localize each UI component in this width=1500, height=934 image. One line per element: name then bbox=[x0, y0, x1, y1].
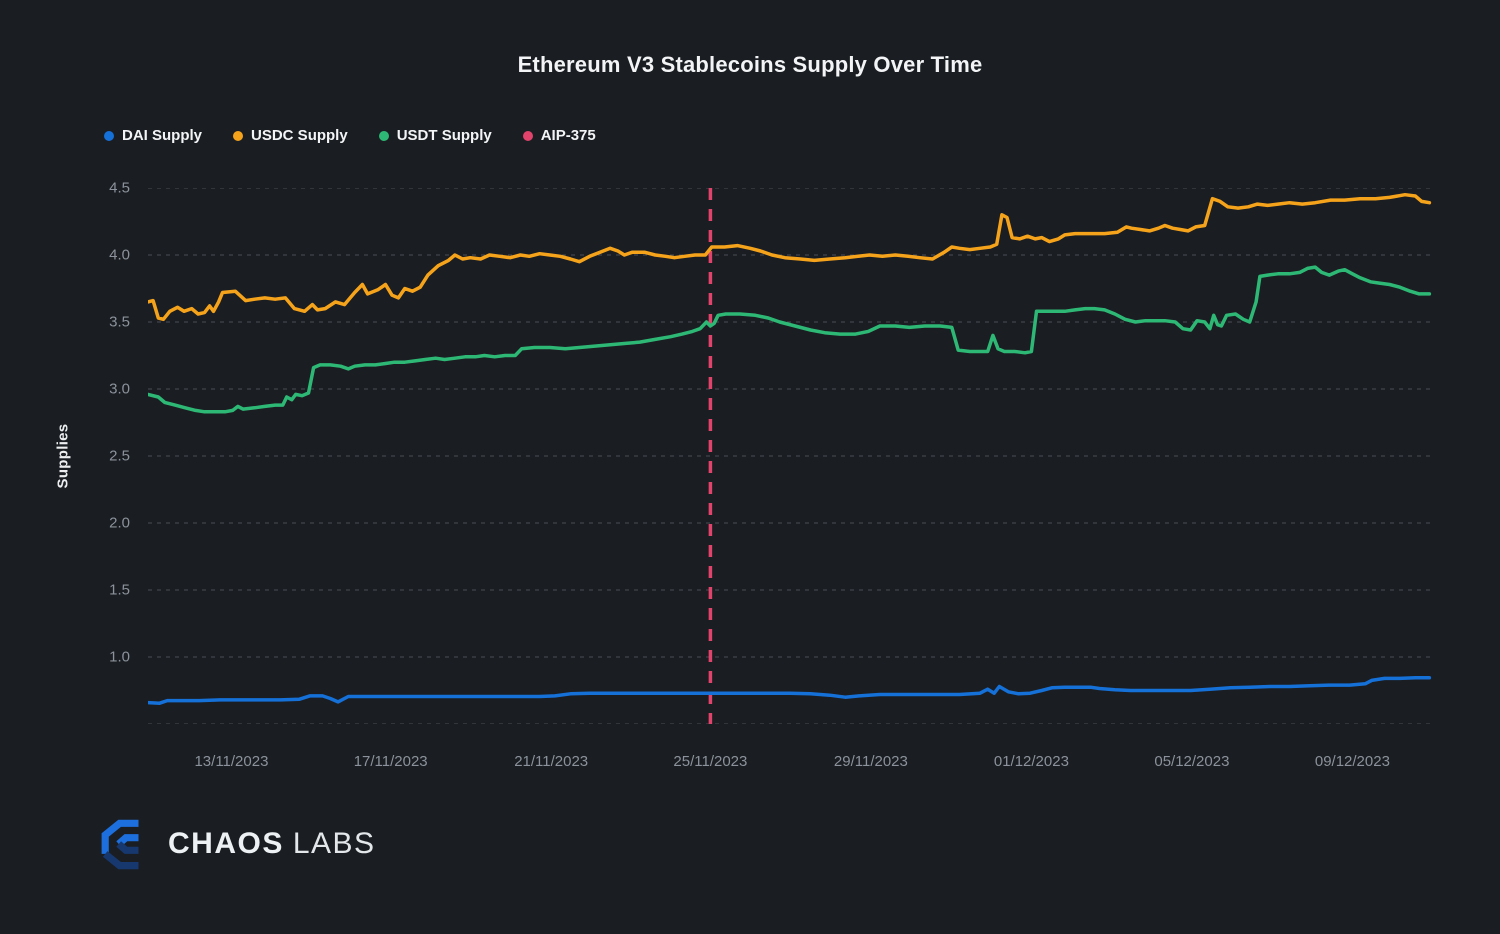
y-tick-label: 3.0 bbox=[109, 380, 130, 398]
series-line-dai bbox=[148, 676, 1432, 705]
plot-svg bbox=[148, 188, 1432, 724]
legend-item-dai-supply[interactable]: DAI Supply bbox=[104, 127, 202, 144]
x-tick-label: 09/12/2023 bbox=[1314, 753, 1390, 770]
legend-item-usdt-supply[interactable]: USDT Supply bbox=[378, 127, 492, 144]
chaos-labs-logo-icon bbox=[101, 819, 139, 870]
legend-item-aip-375[interactable]: AIP-375 bbox=[522, 127, 596, 144]
x-tick-label: 21/11/2023 bbox=[514, 753, 589, 770]
y-tick-label: 3.5 bbox=[109, 313, 130, 331]
brand-name-light: LABS bbox=[292, 827, 376, 860]
legend-dot-aip-375 bbox=[522, 130, 533, 141]
y-tick-label: 4.5 bbox=[109, 179, 130, 197]
legend-item-usdc-supply[interactable]: USDC Supply bbox=[233, 127, 348, 144]
legend-dot-usdc-supply bbox=[233, 130, 244, 141]
y-tick-label: 2.5 bbox=[109, 447, 130, 465]
legend-dot-usdt-supply bbox=[378, 130, 389, 141]
x-tick-label: 25/11/2023 bbox=[673, 753, 748, 770]
x-tick-label: 17/11/2023 bbox=[353, 753, 428, 770]
chart-title: Ethereum V3 Stablecoins Supply Over Time bbox=[517, 52, 983, 77]
series-line-usdt bbox=[148, 265, 1432, 414]
legend-label-dai-supply: DAI Supply bbox=[122, 127, 203, 144]
brand-footer: CHAOS LABS bbox=[98, 815, 376, 873]
x-tick-label: 01/12/2023 bbox=[993, 753, 1069, 770]
legend-label-usdt-supply: USDT Supply bbox=[396, 127, 492, 144]
y-tick-label: 2.0 bbox=[109, 514, 130, 532]
legend-dot-dai-supply bbox=[104, 130, 114, 141]
x-tick-label: 05/12/2023 bbox=[1154, 753, 1230, 770]
brand-name-bold: CHAOS bbox=[168, 827, 284, 860]
x-tick-label: 29/11/2023 bbox=[833, 753, 908, 770]
legend-label-aip-375: AIP-375 bbox=[540, 127, 596, 144]
legend: DAI Supply USDC Supply USDT Supply AIP-375 bbox=[104, 127, 596, 144]
y-tick-label: 1.0 bbox=[109, 648, 130, 666]
x-tick-label: 13/11/2023 bbox=[194, 753, 269, 770]
legend-label-usdc-supply: USDC Supply bbox=[251, 127, 348, 144]
series-line-usdc bbox=[148, 192, 1432, 322]
y-tick-label: 4.0 bbox=[109, 246, 130, 264]
y-tick-label: 1.5 bbox=[109, 581, 130, 599]
brand-wordmark: CHAOS LABS bbox=[168, 827, 376, 861]
